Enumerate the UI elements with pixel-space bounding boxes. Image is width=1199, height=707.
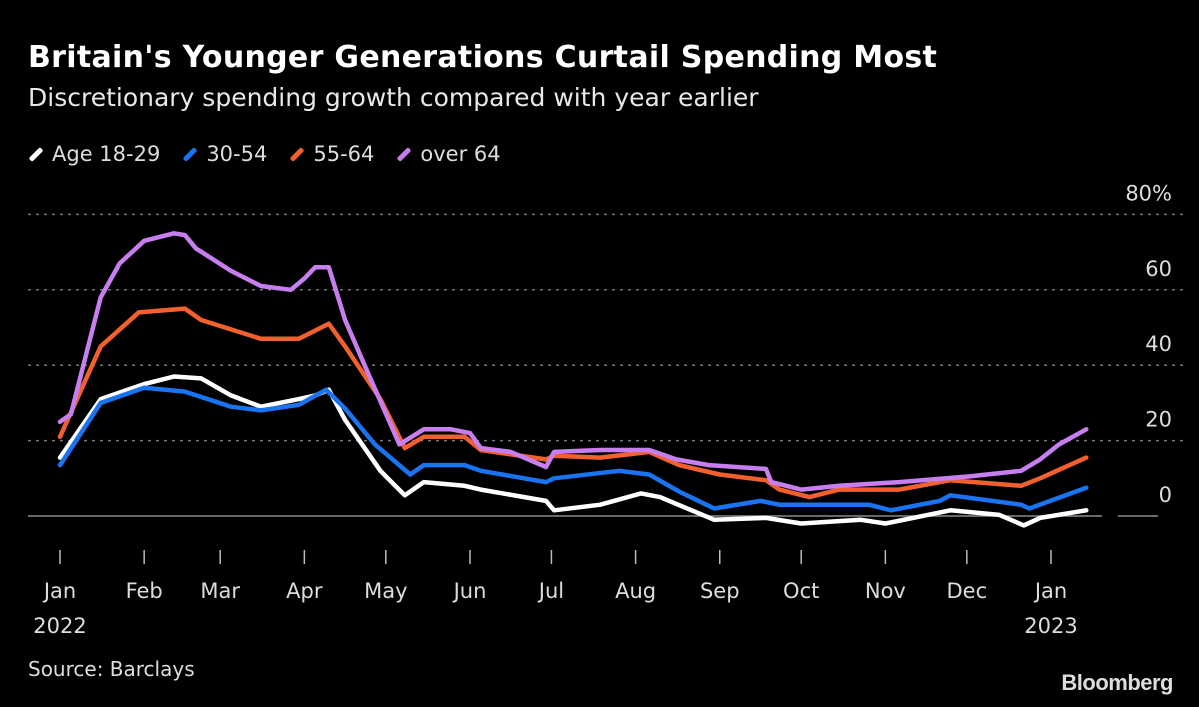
x-tick-label: Feb xyxy=(126,579,163,603)
x-tick-label: Nov xyxy=(865,579,906,603)
y-tick-label: 20 xyxy=(1145,408,1172,432)
x-tick-label: Dec xyxy=(947,579,988,603)
legend-item: Age 18-29 xyxy=(28,142,160,166)
legend: Age 18-29 30-54 55-64 over 64 xyxy=(28,142,501,166)
x-tick-label: Jan xyxy=(42,579,76,603)
chart-subtitle: Discretionary spending growth compared w… xyxy=(28,83,759,112)
legend-label: over 64 xyxy=(420,142,501,166)
source-note: Source: Barclays xyxy=(28,657,195,681)
series-line-age-18-29 xyxy=(57,374,1089,528)
chart-title: Britain's Younger Generations Curtail Sp… xyxy=(28,40,938,75)
y-tick-label: 0 xyxy=(1159,483,1172,507)
x-tick-label: Oct xyxy=(783,579,819,603)
series-line-55-64 xyxy=(57,306,1089,500)
legend-label: 30-54 xyxy=(206,142,268,166)
x-year-label: 2023 xyxy=(1024,614,1077,638)
x-tick-label: May xyxy=(364,579,407,603)
x-tick-label: Aug xyxy=(615,579,656,603)
x-tick-label: Jul xyxy=(537,579,564,603)
legend-label: Age 18-29 xyxy=(52,142,161,166)
y-tick-label: 80% xyxy=(1125,181,1172,205)
legend-item: 55-64 xyxy=(289,142,374,166)
x-tick-label: Jan xyxy=(1033,579,1067,603)
x-tick-label: Apr xyxy=(286,579,323,603)
bloomberg-logo: Bloomberg xyxy=(1061,670,1173,695)
y-tick-label: 40 xyxy=(1145,332,1172,356)
x-year-label: 2022 xyxy=(33,614,86,638)
series-line-over-64 xyxy=(57,231,1089,492)
legend-item: 30-54 xyxy=(182,142,267,166)
x-tick-label: Sep xyxy=(700,579,740,603)
y-tick-label: 60 xyxy=(1145,257,1172,281)
x-tick-label: Jun xyxy=(452,579,487,603)
legend-item: over 64 xyxy=(396,142,501,166)
x-tick-label: Mar xyxy=(200,579,240,603)
series-line-30-54 xyxy=(57,385,1089,513)
legend-label: 55-64 xyxy=(313,142,375,166)
